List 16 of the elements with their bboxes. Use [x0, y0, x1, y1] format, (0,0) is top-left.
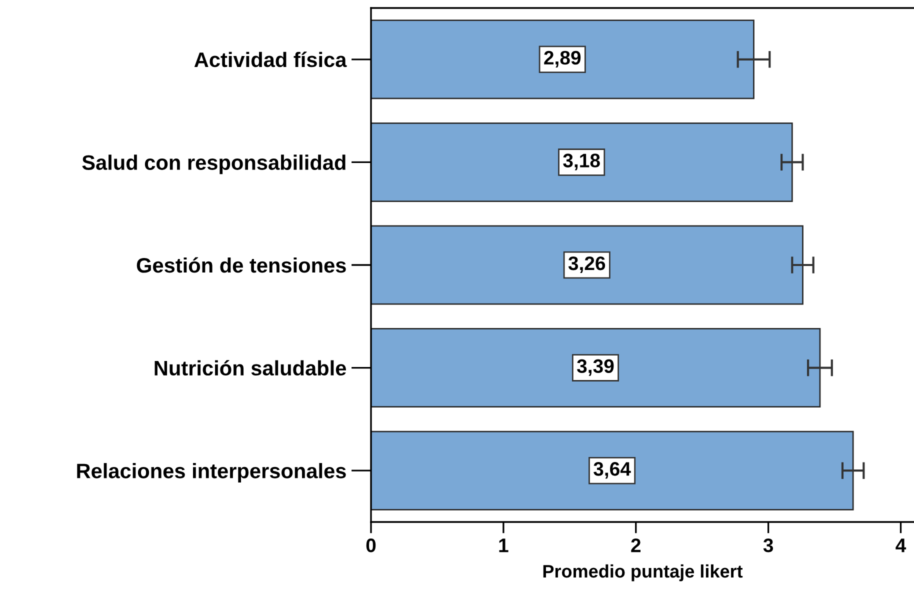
y-tick-label: Gestión de tensiones — [136, 257, 346, 273]
x-tick-label: 2 — [631, 538, 641, 552]
x-tick-label: 0 — [366, 538, 376, 552]
data-label: 3,39 — [577, 359, 614, 376]
x-tick-label: 1 — [499, 538, 508, 552]
y-tick-label: Nutrición saludable — [154, 360, 346, 376]
data-label: 2,89 — [544, 50, 581, 68]
x-axis-title: Promedio puntaje likert — [543, 564, 743, 582]
y-tick-label: Relaciones interpersonales — [77, 463, 346, 482]
data-label: 3,18 — [563, 154, 600, 170]
y-tick-label: Actividad física — [194, 52, 347, 68]
data-label: 3,64 — [594, 462, 631, 479]
data-label: 3,26 — [568, 256, 606, 274]
x-tick-label: 4 — [896, 538, 906, 552]
x-tick-label: 3 — [763, 538, 774, 552]
y-tick-label: Salud con responsabilidad — [82, 154, 346, 174]
